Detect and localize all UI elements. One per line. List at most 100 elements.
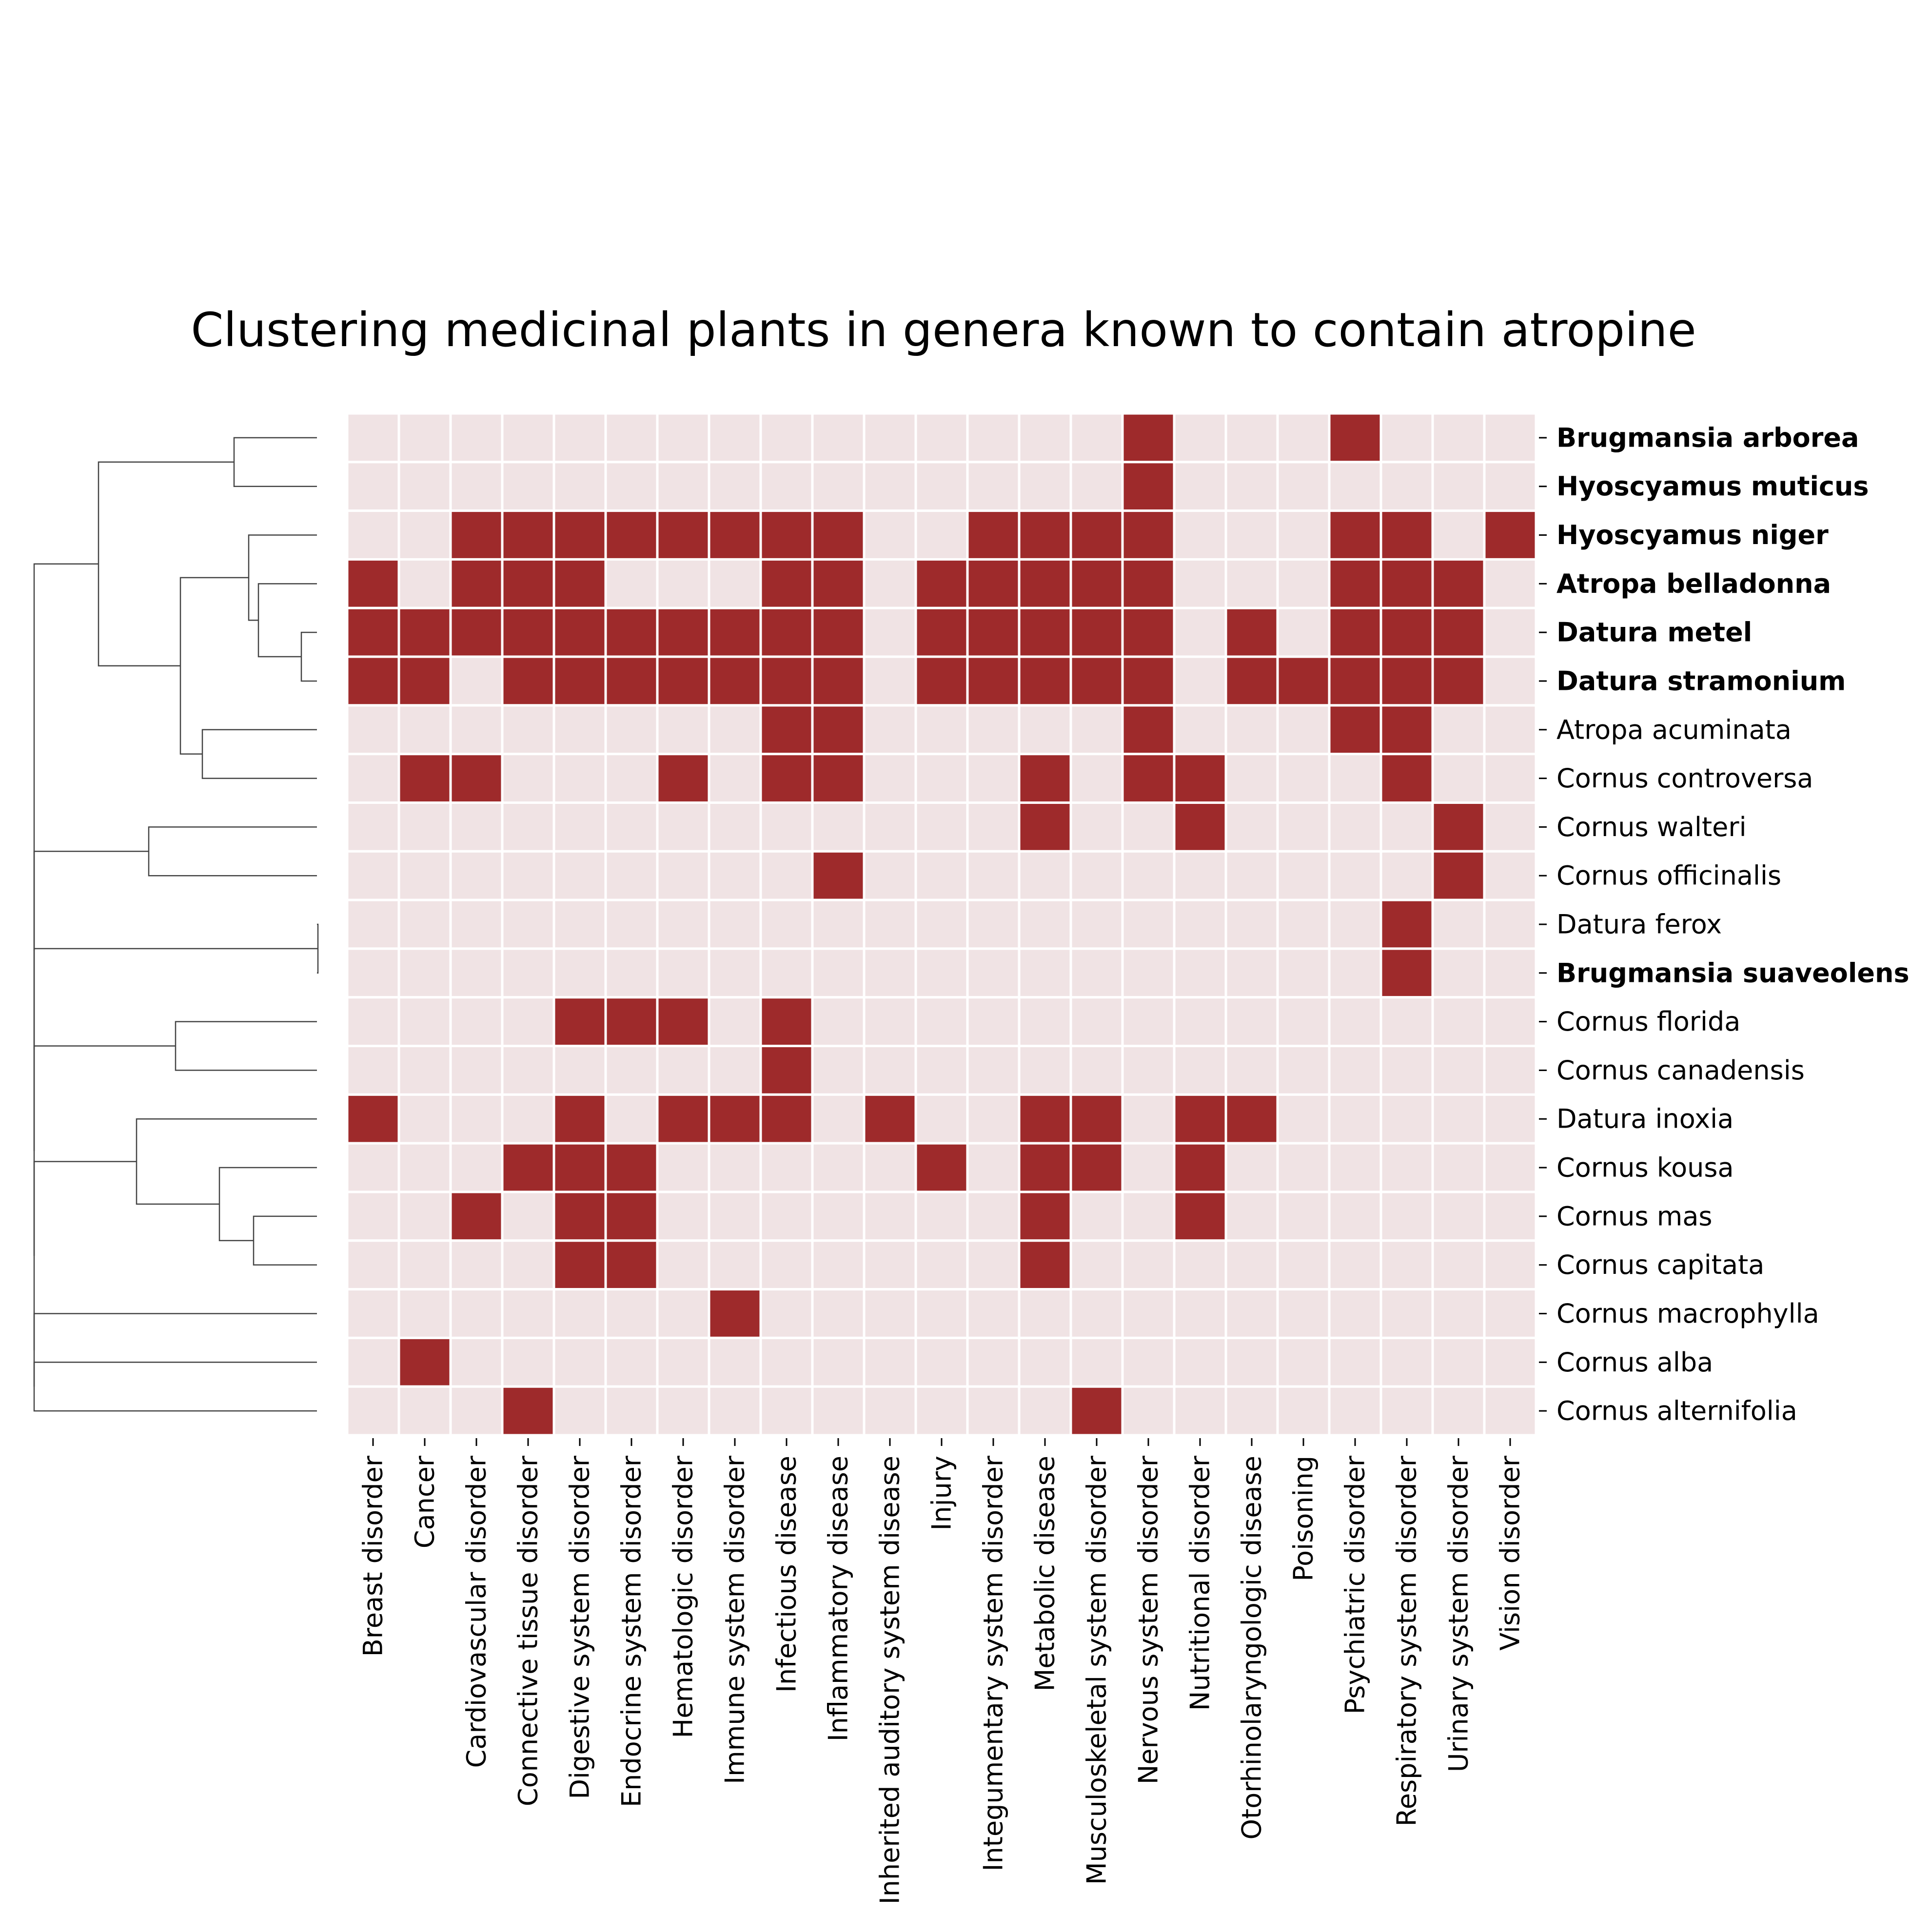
cell-cornus-walteri-endocrine-system-disorder [604, 801, 659, 853]
cell-cornus-canadensis-cancer [397, 1045, 452, 1096]
cell-cornus-alba-endocrine-system-disorder [604, 1336, 659, 1388]
cell-brugmansia-arborea-connective-tissue-disorder [501, 412, 555, 464]
cell-datura-inoxia-immune-system-disorder [708, 1093, 762, 1145]
cell-datura-inoxia-nutritional-disorder [1173, 1093, 1227, 1145]
cell-cornus-macrophylla-nervous-system-disorder [1121, 1288, 1176, 1339]
cell-cornus-canadensis-cardiovascular-disorder [449, 1045, 504, 1096]
dendrogram-link [33, 1045, 176, 1256]
cell-cornus-florida-vision-disorder [1483, 996, 1537, 1048]
cell-cornus-macrophylla-injury [914, 1288, 969, 1339]
cell-cornus-kousa-respiratory-system-disorder [1379, 1142, 1434, 1193]
column-label-infectious-disease: Infectious disease [771, 1456, 802, 1693]
cell-cornus-macrophylla-cancer [397, 1288, 452, 1339]
row-label-brugmansia-suaveolens: Brugmansia suaveolens [1556, 957, 1910, 988]
cell-cornus-capitata-inherited-auditory-system-disease [863, 1239, 917, 1291]
cell-cornus-alternifolia-cancer [397, 1385, 452, 1437]
cell-cornus-alba-injury [914, 1336, 969, 1388]
column-label-inflammatory-disease: Inflammatory disease [823, 1456, 854, 1741]
cell-cornus-officinalis-immune-system-disorder [708, 850, 762, 901]
cell-atropa-belladonna-psychiatric-disorder [1328, 558, 1382, 609]
cell-datura-inoxia-integumentary-system-disorder [966, 1093, 1021, 1145]
dendrogram-link [33, 1161, 137, 1350]
cell-cornus-mas-integumentary-system-disorder [966, 1190, 1021, 1242]
cell-cornus-alternifolia-otorhinolaryngologic-disease [1224, 1385, 1279, 1437]
cell-cornus-florida-nutritional-disorder [1173, 996, 1227, 1048]
cell-cornus-walteri-metabolic-disease [1018, 801, 1072, 853]
row-label-cornus-florida: Cornus florida [1556, 1006, 1740, 1037]
cell-cornus-florida-respiratory-system-disorder [1379, 996, 1434, 1048]
cell-hyoscyamus-muticus-nervous-system-disorder [1121, 461, 1176, 512]
cell-cornus-officinalis-endocrine-system-disorder [604, 850, 659, 901]
row-label-brugmansia-arborea: Brugmansia arborea [1556, 422, 1859, 453]
cell-atropa-belladonna-inflammatory-disease [811, 558, 866, 609]
cell-hyoscyamus-niger-cancer [397, 509, 452, 561]
cell-cornus-florida-inherited-auditory-system-disease [863, 996, 917, 1048]
cell-cornus-officinalis-connective-tissue-disorder [501, 850, 555, 901]
cell-brugmansia-suaveolens-infectious-disease [759, 947, 814, 999]
cell-datura-stramonium-cardiovascular-disorder [449, 655, 504, 707]
cell-brugmansia-arborea-psychiatric-disorder [1328, 412, 1382, 464]
cell-cornus-alba-cardiovascular-disorder [449, 1336, 504, 1388]
column-label-nutritional-disorder: Nutritional disorder [1185, 1455, 1216, 1711]
cell-cornus-controversa-infectious-disease [759, 753, 814, 804]
cell-atropa-belladonna-immune-system-disorder [708, 558, 762, 609]
cell-cornus-officinalis-nutritional-disorder [1173, 850, 1227, 901]
cell-hyoscyamus-niger-immune-system-disorder [708, 509, 762, 561]
cell-cornus-kousa-musculoskeletal-system-disorder [1069, 1142, 1124, 1193]
cell-brugmansia-arborea-infectious-disease [759, 412, 814, 464]
cell-atropa-acuminata-respiratory-system-disorder [1379, 704, 1434, 756]
cell-hyoscyamus-muticus-digestive-system-disorder [552, 461, 607, 512]
row-label-datura-metel: Datura metel [1556, 617, 1752, 648]
cell-hyoscyamus-niger-endocrine-system-disorder [604, 509, 659, 561]
cell-cornus-alternifolia-digestive-system-disorder [552, 1385, 607, 1437]
cell-cornus-canadensis-endocrine-system-disorder [604, 1045, 659, 1096]
cell-cornus-walteri-poisoning [1276, 801, 1331, 853]
cell-cornus-walteri-integumentary-system-disorder [966, 801, 1021, 853]
cell-datura-metel-hematologic-disorder [656, 606, 710, 658]
cell-cornus-canadensis-nervous-system-disorder [1121, 1045, 1176, 1096]
cell-cornus-walteri-cardiovascular-disorder [449, 801, 504, 853]
cell-cornus-alternifolia-inherited-auditory-system-disease [863, 1385, 917, 1437]
column-label-vision-disorder: Vision disorder [1495, 1455, 1526, 1651]
cell-hyoscyamus-muticus-respiratory-system-disorder [1379, 461, 1434, 512]
column-labels: Breast disorder Cancer Cardiovascular diso… [358, 1438, 1526, 1904]
cell-datura-stramonium-metabolic-disease [1018, 655, 1072, 707]
cell-datura-stramonium-vision-disorder [1483, 655, 1537, 707]
cell-datura-metel-inherited-auditory-system-disease [863, 606, 917, 658]
column-label-breast-disorder: Breast disorder [358, 1455, 389, 1657]
cell-cornus-mas-infectious-disease [759, 1190, 814, 1242]
cell-datura-inoxia-digestive-system-disorder [552, 1093, 607, 1145]
cell-cornus-officinalis-vision-disorder [1483, 850, 1537, 901]
cell-datura-ferox-digestive-system-disorder [552, 898, 607, 950]
cell-cornus-alternifolia-respiratory-system-disorder [1379, 1385, 1434, 1437]
cell-atropa-acuminata-inherited-auditory-system-disease [863, 704, 917, 756]
dendrogram-link [257, 583, 317, 658]
cell-datura-stramonium-inherited-auditory-system-disease [863, 655, 917, 707]
cell-cornus-mas-connective-tissue-disorder [501, 1190, 555, 1242]
cell-cornus-alba-cancer [397, 1336, 452, 1388]
cell-brugmansia-suaveolens-hematologic-disorder [656, 947, 710, 999]
cell-cornus-kousa-immune-system-disorder [708, 1142, 762, 1193]
cell-brugmansia-arborea-hematologic-disorder [656, 412, 710, 464]
cell-cornus-capitata-connective-tissue-disorder [501, 1239, 555, 1291]
cell-brugmansia-arborea-inflammatory-disease [811, 412, 866, 464]
row-dendrogram [33, 437, 319, 1412]
cell-cornus-kousa-breast-disorder [346, 1142, 400, 1193]
row-label-datura-ferox: Datura ferox [1556, 909, 1722, 940]
cell-cornus-capitata-digestive-system-disorder [552, 1239, 607, 1291]
cell-cornus-macrophylla-immune-system-disorder [708, 1288, 762, 1339]
cell-datura-ferox-urinary-system-disorder [1431, 898, 1486, 950]
dendrogram-link [33, 563, 98, 951]
cell-datura-inoxia-urinary-system-disorder [1431, 1093, 1486, 1145]
cell-cornus-alternifolia-inflammatory-disease [811, 1385, 866, 1437]
cell-cornus-florida-integumentary-system-disorder [966, 996, 1021, 1048]
cell-datura-ferox-breast-disorder [346, 898, 400, 950]
cell-atropa-acuminata-connective-tissue-disorder [501, 704, 555, 756]
cell-cornus-walteri-inflammatory-disease [811, 801, 866, 853]
cell-cornus-walteri-urinary-system-disorder [1431, 801, 1486, 853]
cell-cornus-controversa-nutritional-disorder [1173, 753, 1227, 804]
cell-cornus-canadensis-nutritional-disorder [1173, 1045, 1227, 1096]
cell-cornus-officinalis-otorhinolaryngologic-disease [1224, 850, 1279, 901]
cell-cornus-canadensis-digestive-system-disorder [552, 1045, 607, 1096]
cell-cornus-mas-breast-disorder [346, 1190, 400, 1242]
